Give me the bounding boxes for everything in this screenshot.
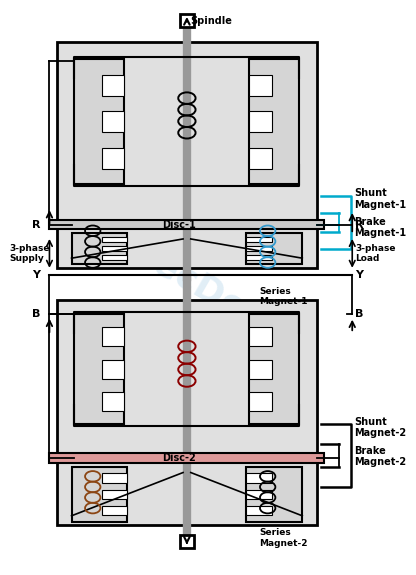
Text: Spindle: Spindle — [191, 16, 233, 26]
Bar — [249, 148, 272, 169]
Bar — [102, 75, 124, 96]
Bar — [249, 392, 272, 411]
Bar — [247, 237, 272, 242]
Text: 3-phase
Supply: 3-phase Supply — [9, 244, 50, 263]
Bar — [72, 467, 127, 522]
Bar — [57, 42, 317, 268]
Bar — [102, 505, 127, 515]
Text: B: B — [32, 309, 40, 319]
Text: 3-phase
Load: 3-phase Load — [355, 244, 396, 263]
Bar — [180, 14, 193, 26]
Bar — [247, 467, 302, 522]
Bar — [247, 489, 272, 499]
Bar — [50, 453, 324, 463]
Bar — [249, 314, 300, 424]
Bar — [247, 255, 272, 260]
Bar — [57, 300, 317, 526]
Bar — [102, 148, 124, 169]
Bar — [247, 473, 272, 483]
Text: Series
Magnet-1: Series Magnet-1 — [259, 287, 307, 306]
Bar — [102, 392, 124, 411]
Text: Shunt
Magnet-2: Shunt Magnet-2 — [354, 417, 406, 438]
Text: Brake
Magnet-1: Brake Magnet-1 — [354, 217, 406, 239]
Text: Y: Y — [355, 270, 363, 281]
Bar — [102, 237, 127, 242]
Text: Shunt
Magnet-1: Shunt Magnet-1 — [354, 188, 406, 210]
Bar — [247, 505, 272, 515]
Bar — [102, 246, 127, 251]
Bar — [74, 314, 124, 424]
Bar — [249, 59, 300, 184]
Bar — [102, 489, 127, 499]
Bar — [72, 233, 127, 264]
Bar — [249, 360, 272, 378]
Bar — [102, 360, 124, 378]
Text: Series
Magnet-2: Series Magnet-2 — [259, 528, 307, 547]
Text: Y: Y — [32, 270, 40, 281]
Bar — [50, 220, 324, 229]
Bar — [249, 75, 272, 96]
Text: Brake
Magnet-2: Brake Magnet-2 — [354, 446, 406, 467]
Bar — [249, 328, 272, 346]
Bar — [247, 246, 272, 251]
Bar — [102, 328, 124, 346]
Bar — [180, 535, 193, 547]
Text: R: R — [32, 220, 40, 229]
Bar — [102, 255, 127, 260]
Bar — [102, 473, 127, 483]
Text: ElecDeck: ElecDeck — [116, 229, 291, 350]
Text: R: R — [355, 220, 364, 229]
Bar — [102, 111, 124, 132]
Text: Disc-1: Disc-1 — [162, 220, 196, 229]
Text: B: B — [355, 309, 364, 319]
Bar — [74, 59, 124, 184]
Text: Disc-2: Disc-2 — [162, 453, 196, 463]
Bar — [249, 111, 272, 132]
Bar — [247, 233, 302, 264]
